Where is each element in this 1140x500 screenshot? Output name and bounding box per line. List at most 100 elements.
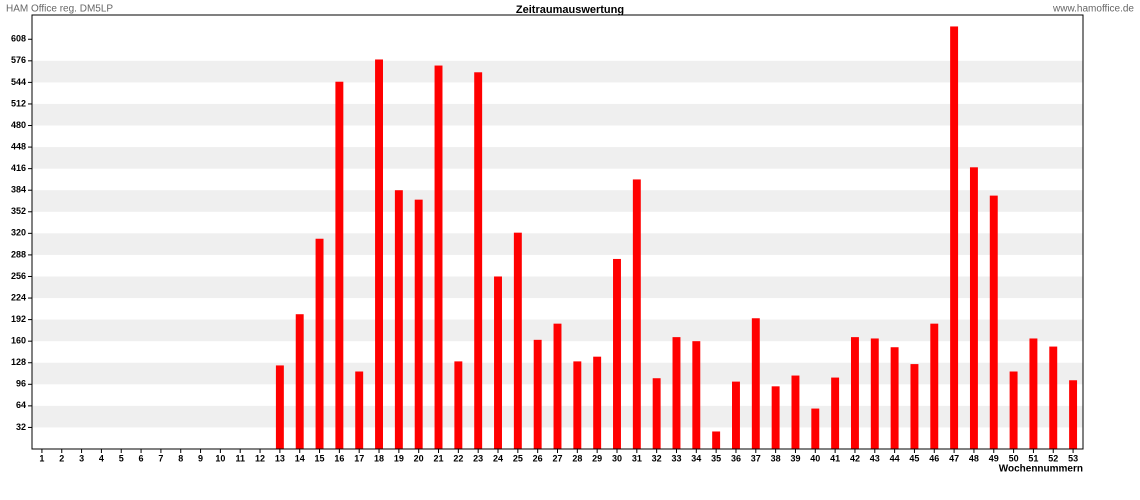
x-tick-label: 34 <box>691 453 701 463</box>
x-tick-label: 44 <box>890 453 900 463</box>
grid-band <box>32 233 1083 255</box>
y-tick-label: 320 <box>11 228 26 238</box>
bar <box>890 347 899 449</box>
x-tick-label: 31 <box>632 453 642 463</box>
y-tick-label: 512 <box>11 98 26 108</box>
x-tick-label: 48 <box>969 453 979 463</box>
bar <box>474 72 483 450</box>
bar <box>791 375 800 449</box>
x-axis-label: Wochennummern <box>999 464 1083 475</box>
grid-band <box>32 190 1083 212</box>
x-tick-label: 47 <box>949 453 959 463</box>
y-tick-label: 576 <box>11 55 26 65</box>
y-tick-label: 64 <box>16 400 26 410</box>
header-left: HAM Office reg. DM5LP <box>6 4 113 15</box>
x-tick-label: 16 <box>334 453 344 463</box>
bar <box>672 337 681 449</box>
x-tick-label: 37 <box>751 453 761 463</box>
x-tick-label: 49 <box>989 453 999 463</box>
x-tick-label: 33 <box>671 453 681 463</box>
x-tick-label: 15 <box>315 453 325 463</box>
bar <box>553 323 562 449</box>
x-tick-label: 45 <box>909 453 919 463</box>
bar <box>414 199 423 449</box>
bar <box>394 190 403 449</box>
y-tick-label: 384 <box>11 185 26 195</box>
x-tick-label: 2 <box>59 453 64 463</box>
x-tick-label: 38 <box>771 453 781 463</box>
bar <box>355 371 364 449</box>
x-tick-label: 53 <box>1068 453 1078 463</box>
x-tick-label: 43 <box>870 453 880 463</box>
bar <box>751 318 760 449</box>
bar <box>375 59 383 449</box>
y-tick-label: 544 <box>11 77 26 87</box>
bar <box>652 378 661 449</box>
bar <box>533 339 542 449</box>
y-tick-label: 288 <box>11 249 26 259</box>
x-tick-label: 21 <box>434 453 444 463</box>
bar <box>930 323 939 449</box>
bar <box>593 356 602 449</box>
bar <box>1049 346 1058 449</box>
bar <box>434 65 443 449</box>
x-tick-label: 18 <box>374 453 384 463</box>
bar <box>811 408 820 449</box>
x-tick-label: 8 <box>178 453 183 463</box>
x-tick-label: 24 <box>493 453 503 463</box>
grid-band <box>32 60 1083 83</box>
bar <box>771 386 780 449</box>
x-tick-label: 6 <box>139 453 144 463</box>
y-tick-label: 352 <box>11 206 26 216</box>
y-tick-label: 32 <box>16 422 26 432</box>
x-tick-label: 19 <box>394 453 404 463</box>
x-tick-label: 32 <box>652 453 662 463</box>
x-tick-label: 28 <box>572 453 582 463</box>
bar <box>1029 338 1038 449</box>
bar <box>692 341 701 449</box>
x-tick-label: 3 <box>79 453 84 463</box>
x-tick-label: 11 <box>235 453 245 463</box>
x-tick-label: 30 <box>612 453 622 463</box>
y-tick-label: 448 <box>11 141 26 151</box>
bar <box>831 377 840 449</box>
x-tick-label: 26 <box>533 453 543 463</box>
grid-band <box>32 103 1083 126</box>
x-tick-label: 13 <box>275 453 285 463</box>
y-tick-label: 416 <box>11 163 26 173</box>
bar <box>850 337 859 449</box>
y-tick-label: 256 <box>11 271 26 281</box>
x-tick-label: 1 <box>39 453 44 463</box>
x-tick-label: 51 <box>1028 453 1038 463</box>
x-tick-label: 9 <box>198 453 203 463</box>
x-tick-label: 5 <box>119 453 124 463</box>
x-tick-label: 22 <box>453 453 463 463</box>
bar <box>1069 380 1078 449</box>
x-tick-label: 40 <box>810 453 820 463</box>
x-tick-label: 27 <box>552 453 562 463</box>
bar <box>1009 371 1018 449</box>
x-tick-label: 36 <box>731 453 741 463</box>
x-tick-label: 46 <box>929 453 939 463</box>
bar <box>573 361 582 449</box>
x-tick-label: 52 <box>1048 453 1058 463</box>
bar <box>494 276 502 449</box>
x-tick-label: 12 <box>255 453 265 463</box>
x-tick-label: 39 <box>790 453 800 463</box>
bar <box>632 179 641 449</box>
x-tick-label: 42 <box>850 453 860 463</box>
chart-title: Zeitraumauswertung <box>516 4 624 16</box>
bar <box>275 365 284 449</box>
y-tick-label: 128 <box>11 357 26 367</box>
y-tick-label: 192 <box>11 314 26 324</box>
bar <box>910 364 919 449</box>
header-right: www.hamoffice.de <box>1052 4 1134 15</box>
y-tick-label: 160 <box>11 336 26 346</box>
x-tick-label: 4 <box>99 453 104 463</box>
y-tick-label: 608 <box>11 34 26 44</box>
x-tick-label: 29 <box>592 453 602 463</box>
x-tick-label: 25 <box>513 453 523 463</box>
plot-border <box>31 14 1084 450</box>
bar <box>315 238 324 449</box>
